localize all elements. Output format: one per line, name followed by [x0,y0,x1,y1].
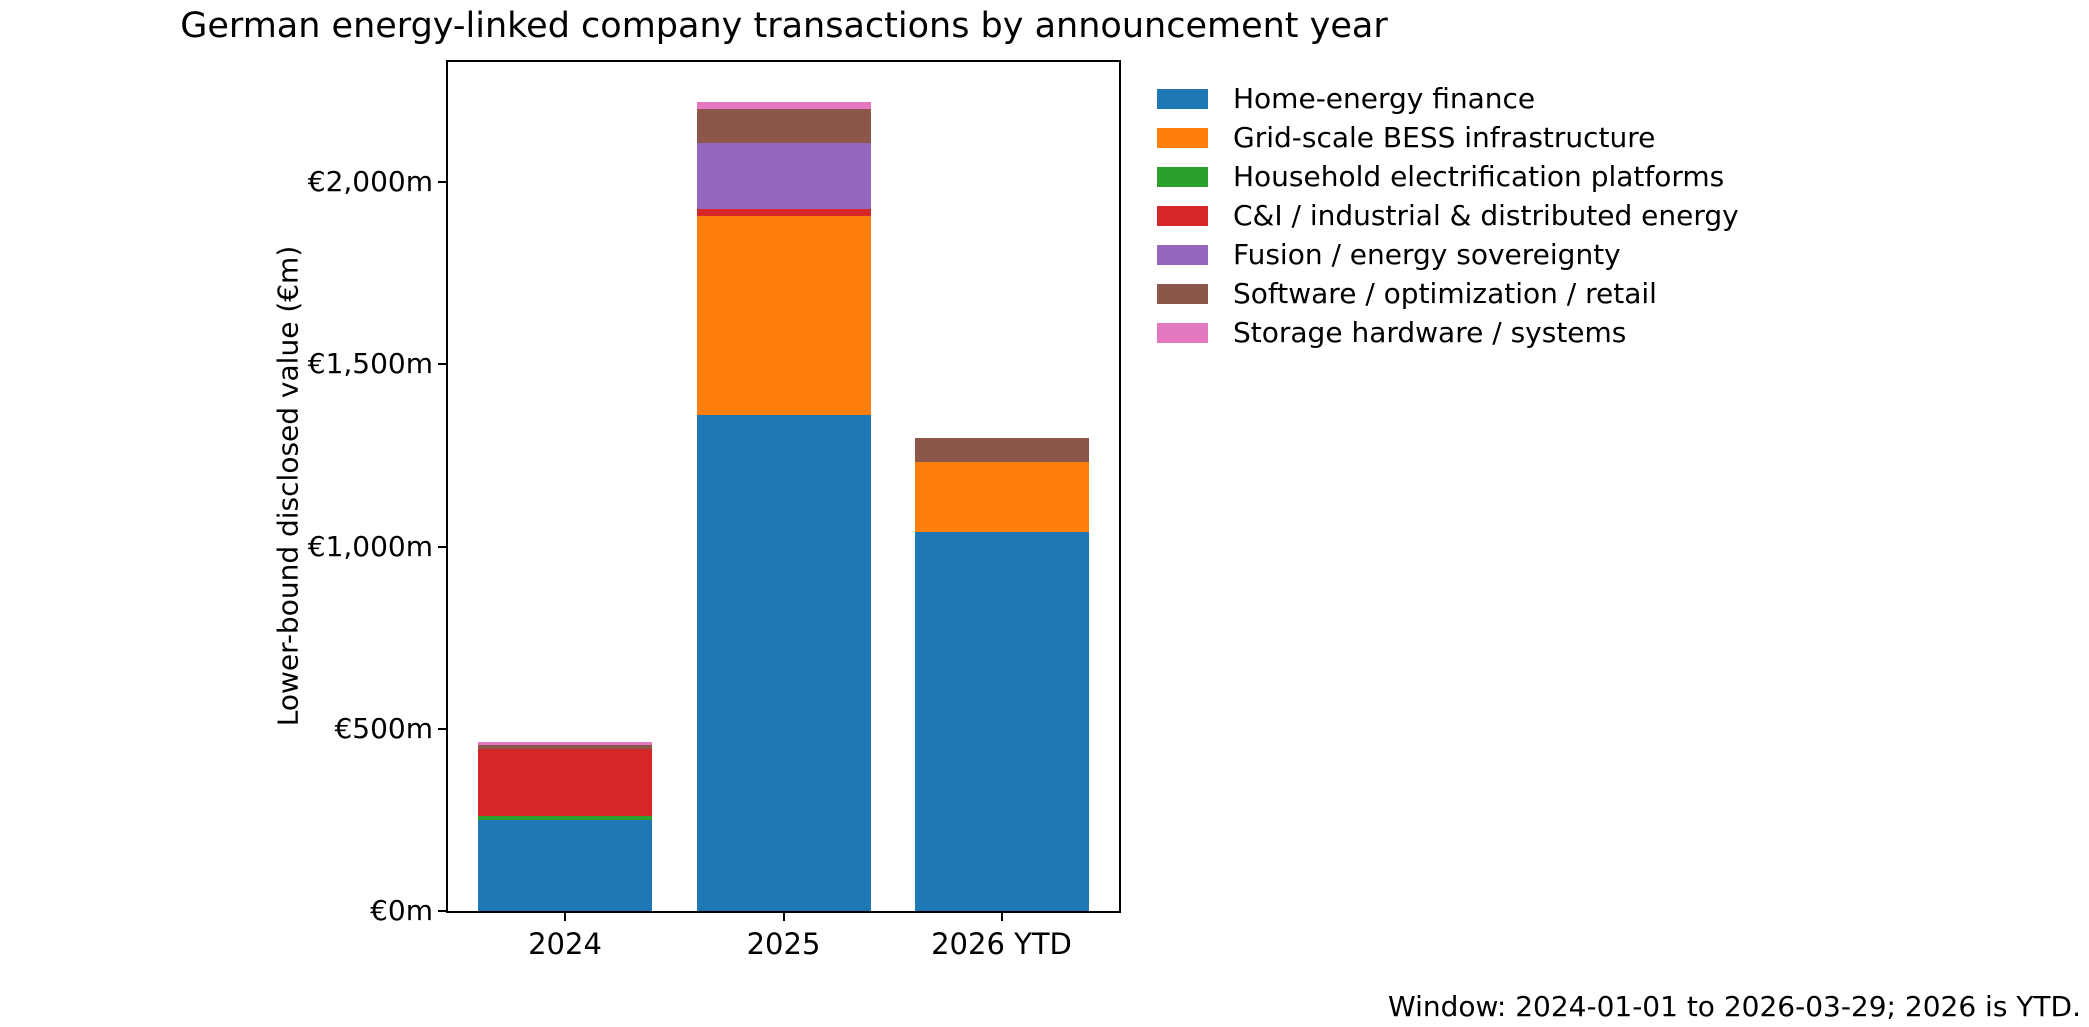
legend-label: Household electrification platforms [1233,160,1725,193]
footnote: Window: 2024-01-01 to 2026-03-29; 2026 i… [1388,990,2081,1023]
legend-swatch-4 [1157,244,1208,265]
bar-segment [696,109,871,144]
legend-swatch-6 [1157,322,1208,343]
x-tick-mark [782,911,785,921]
legend-row: C&I / industrial & distributed energy [1157,196,1739,235]
legend-label: Fusion / energy sovereignty [1233,238,1621,271]
chart-title: German energy-linked company transaction… [180,6,1388,46]
y-tick-label: €500m [334,711,433,745]
bar-segment [914,437,1089,463]
x-tick-mark [1000,911,1003,921]
bar-segment [914,532,1089,911]
bar-segment [478,741,652,745]
legend-swatch-1 [1157,127,1208,148]
bar-segment [478,749,652,817]
legend-label: C&I / industrial & distributed energy [1233,199,1739,232]
y-tick-mark [438,545,448,548]
legend-label: Grid-scale BESS infrastructure [1233,121,1656,154]
legend-swatch-5 [1157,283,1208,304]
legend-row: Household electrification platforms [1157,157,1739,196]
legend-label: Storage hardware / systems [1233,316,1627,349]
bar-segment [696,143,871,209]
bar-segment [478,816,652,820]
bar-segment [696,101,871,110]
y-tick-mark [438,727,448,730]
legend-label: Home-energy finance [1233,82,1536,115]
legend-row: Software / optimization / retail [1157,274,1739,313]
legend-label: Software / optimization / retail [1233,277,1657,310]
y-tick-label: €1,000m [307,529,433,563]
legend-swatch-0 [1157,88,1208,109]
x-tick-label: 2024 [528,927,602,961]
bar-segment [478,819,652,911]
legend-row: Fusion / energy sovereignty [1157,235,1739,274]
legend-row: Grid-scale BESS infrastructure [1157,118,1739,157]
x-tick-mark [564,911,566,921]
y-tick-label: €1,500m [307,347,433,381]
y-tick-mark [438,363,448,366]
y-tick-mark [438,910,448,912]
bar-segment [696,208,871,217]
legend-row: Home-energy finance [1157,79,1739,118]
bar-segment [696,415,871,911]
bar-segment [478,744,652,750]
y-tick-mark [438,181,448,184]
legend: Home-energy finance Grid-scale BESS infra… [1157,79,1739,352]
x-tick-label: 2026 YTD [931,927,1072,961]
legend-row: Storage hardware / systems [1157,313,1739,352]
legend-swatch-3 [1157,205,1208,226]
x-tick-label: 2025 [746,927,821,961]
legend-swatch-2 [1157,166,1208,187]
y-tick-label: €2,000m [307,165,433,199]
bar-segment [696,216,871,416]
bar-segment [914,462,1089,533]
y-tick-label: €0m [370,894,433,927]
